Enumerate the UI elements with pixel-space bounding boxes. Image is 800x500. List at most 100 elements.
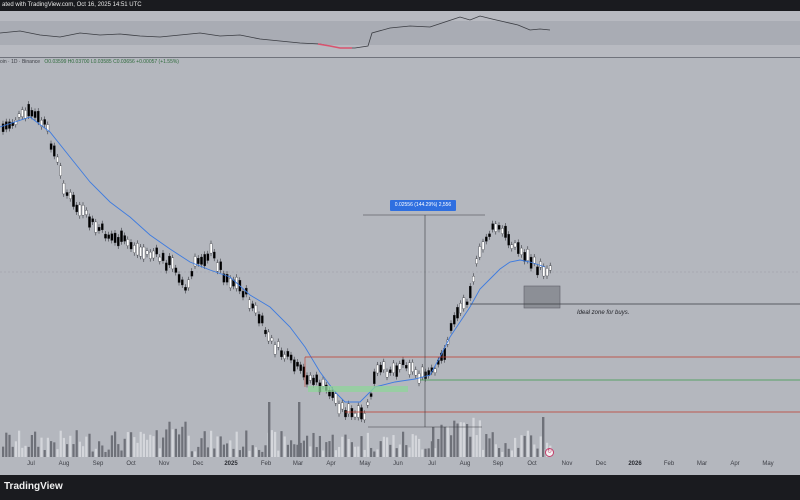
candle-body (513, 242, 517, 248)
time-axis[interactable]: Jul Aug Sep Oct Nov Dec 2025 Feb Mar Apr May Jun Jul… (0, 457, 800, 475)
candle-body (539, 261, 542, 268)
volume-bar (8, 434, 11, 457)
candle-body (190, 270, 194, 277)
time-axis-tick: Aug (58, 461, 70, 467)
volume-bar (78, 441, 81, 457)
volume-bar (133, 437, 136, 457)
volume-bar (430, 441, 433, 457)
volume-bar (162, 437, 165, 457)
candle-body (37, 110, 40, 123)
volume-bar (290, 440, 293, 457)
volume-bar (69, 435, 72, 457)
time-axis-tick: Dec (192, 461, 204, 467)
volume-bar (136, 442, 139, 457)
measure-tool-label[interactable]: 0.02556 (144.29%) 2,556 (390, 200, 456, 211)
volume-bar (405, 445, 408, 457)
volume-bar (114, 431, 117, 457)
volume-bar (187, 435, 190, 457)
candle-body (213, 251, 216, 259)
candle-body (142, 246, 146, 260)
candle-body (24, 110, 27, 119)
snapshot-header: ated with TradingView.com, Oct 16, 2025 … (0, 0, 800, 11)
volume-bar (168, 421, 171, 457)
candle-body (414, 369, 418, 376)
volume-bar (206, 447, 209, 457)
volume-bar (261, 451, 264, 457)
volume-bar (120, 450, 123, 457)
volume-bar (360, 436, 363, 457)
symbol-name: oin · 1D · Binance (0, 59, 41, 65)
candle-body (85, 210, 88, 215)
volume-bar (376, 449, 379, 457)
candle-body (289, 354, 293, 361)
candle-body (357, 405, 360, 418)
volume-bar (94, 448, 97, 457)
time-axis-tick: Oct (527, 461, 537, 467)
volume-bar (517, 447, 520, 457)
candle-body (488, 233, 491, 237)
volume-bar (354, 446, 357, 457)
candle-body (254, 305, 258, 314)
volume-bar (363, 449, 366, 457)
volume-bar (475, 435, 478, 457)
candle-body (302, 366, 306, 378)
volume-bar (75, 430, 78, 457)
candle-body (385, 371, 389, 378)
candle-body (184, 287, 187, 291)
volume-bar (296, 444, 299, 457)
buy-zone-annotation[interactable]: Ideal zone for buys. (577, 310, 630, 316)
volume-bar (85, 436, 88, 457)
volume-bar (366, 432, 369, 457)
candle-body (465, 301, 469, 305)
candle-body (181, 279, 184, 286)
volume-bar (459, 422, 462, 457)
candle-body (472, 276, 475, 282)
price-chart-pane[interactable] (0, 57, 800, 457)
candle-body (149, 251, 152, 259)
candle-body (360, 407, 363, 420)
candle-body (165, 262, 168, 271)
candle-body (334, 393, 338, 404)
rsi-indicator-pane[interactable] (0, 11, 800, 58)
volume-bar (469, 436, 472, 457)
volume-bar (402, 431, 405, 457)
volume-bars (2, 402, 552, 457)
candle-body (133, 245, 136, 253)
candle-body (101, 223, 104, 231)
volume-bar (142, 433, 145, 457)
volume-bar (344, 434, 347, 457)
time-axis-tick: May (359, 461, 371, 467)
volume-bar (238, 450, 241, 457)
volume-bar (472, 417, 475, 457)
candlestick-chart[interactable] (0, 57, 800, 457)
volume-bar (123, 438, 126, 457)
volume-bar (178, 434, 181, 457)
volume-bar (325, 442, 328, 457)
volume-bar (315, 447, 318, 457)
volume-bar (539, 436, 542, 457)
volume-bar (510, 450, 513, 457)
candle-body (337, 403, 341, 414)
replay-icon[interactable]: ↻ (545, 448, 554, 457)
volume-bar (456, 423, 459, 457)
volume-bar (152, 436, 155, 457)
candle-body (542, 266, 546, 277)
candle-body (456, 307, 459, 319)
candle-body (91, 218, 94, 223)
volume-bar (98, 441, 101, 457)
rsi-band (0, 21, 800, 45)
volume-bar (149, 434, 152, 457)
volume-bar (101, 445, 104, 457)
time-axis-tick: Mar (696, 461, 708, 467)
time-axis-tick: Feb (260, 461, 272, 467)
volume-bar (82, 446, 85, 457)
volume-bar (229, 440, 232, 457)
candle-body (315, 374, 318, 383)
time-axis-tick: 2025 (224, 461, 238, 467)
volume-bar (443, 426, 446, 457)
candle-body (40, 119, 43, 127)
volume-bar (21, 447, 24, 457)
volume-bar (222, 444, 225, 457)
moving-average-line (0, 116, 546, 403)
